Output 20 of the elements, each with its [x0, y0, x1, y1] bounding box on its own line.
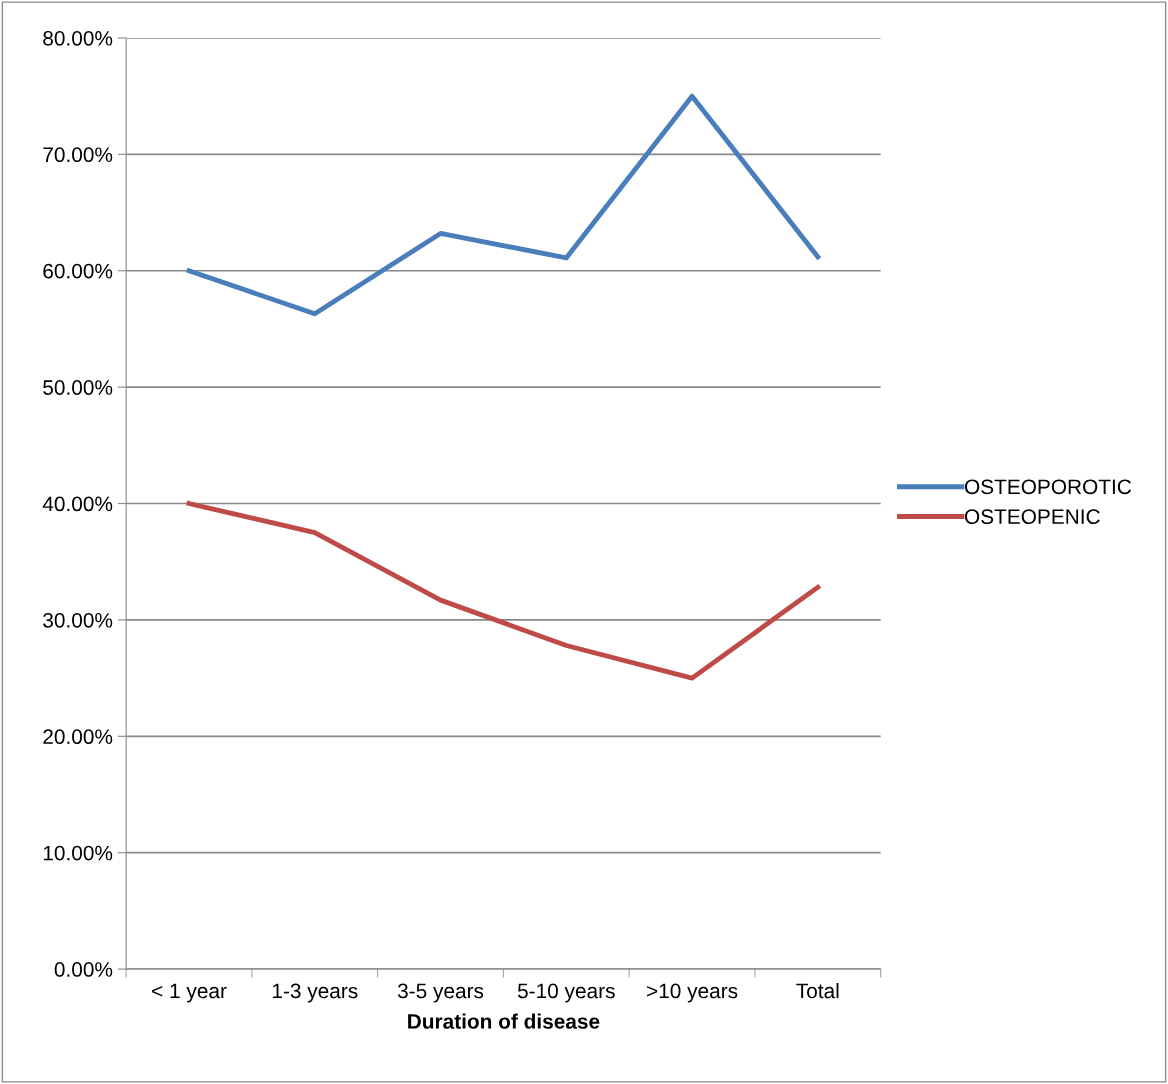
x-tick-label: < 1 year [152, 983, 227, 1003]
x-tick-label: 3-5 years [397, 983, 484, 1003]
legend-label: OSTEOPOROTIC [964, 479, 1132, 495]
y-tick-label: 80.00% [43, 30, 113, 46]
x-tick-label: 1-3 years [272, 983, 358, 1003]
y-tick-label: 10.00% [43, 845, 113, 861]
y-tick-label: 0.00% [54, 962, 113, 977]
x-tick-label: Total [796, 982, 839, 999]
legend-label: OSTEOPENIC [964, 509, 1100, 525]
y-tick-label: 60.00% [43, 263, 113, 279]
line-series [186, 93, 821, 317]
x-tick-label: >10 years [647, 983, 738, 1003]
y-tick-label: 50.00% [43, 380, 113, 395]
y-tick-label: 20.00% [43, 729, 113, 745]
y-tick-label: 40.00% [42, 496, 113, 512]
y-tick-label: 30.00% [43, 612, 113, 628]
x-axis-title: Duration of disease [408, 1013, 600, 1029]
line-series [186, 501, 821, 681]
y-tick-label: 70.00% [43, 147, 113, 163]
x-tick-label: 5-10 years [517, 983, 615, 1003]
